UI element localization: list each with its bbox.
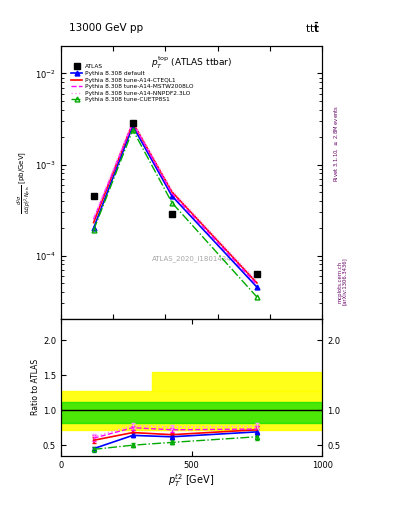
Y-axis label: $\frac{d^2\sigma}{d\mathcal{L}(p_T^{t2}\!\cdot\!N_{\rm jets}}$ [pb/GeV]: $\frac{d^2\sigma}{d\mathcal{L}(p_T^{t2}\… — [15, 151, 33, 214]
Text: tt$\mathbf{\bar{t}}$: tt$\mathbf{\bar{t}}$ — [305, 21, 320, 35]
Text: mcplots.cern.ch: mcplots.cern.ch — [337, 261, 342, 303]
Text: Rivet 3.1.10, $\geq$ 2.8M events: Rivet 3.1.10, $\geq$ 2.8M events — [332, 105, 340, 182]
Text: ATLAS_2020_I1801434: ATLAS_2020_I1801434 — [152, 255, 231, 263]
Text: [arXiv:1306.3436]: [arXiv:1306.3436] — [342, 258, 347, 306]
Y-axis label: Ratio to ATLAS: Ratio to ATLAS — [31, 359, 40, 415]
Legend: ATLAS, Pythia 8.308 default, Pythia 8.308 tune-A14-CTEQL1, Pythia 8.308 tune-A14: ATLAS, Pythia 8.308 default, Pythia 8.30… — [69, 62, 195, 104]
X-axis label: $p_T^{t2}$ [GeV]: $p_T^{t2}$ [GeV] — [169, 472, 215, 489]
Text: 13000 GeV pp: 13000 GeV pp — [69, 23, 143, 33]
Text: $p_T^{\rm top}$ (ATLAS ttbar): $p_T^{\rm top}$ (ATLAS ttbar) — [151, 54, 232, 71]
